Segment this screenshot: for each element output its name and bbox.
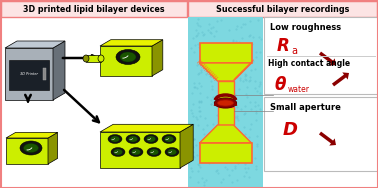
Polygon shape <box>200 125 251 143</box>
Polygon shape <box>5 41 65 48</box>
Polygon shape <box>100 124 193 132</box>
Ellipse shape <box>129 136 138 142</box>
Ellipse shape <box>120 52 136 62</box>
Ellipse shape <box>83 55 89 62</box>
Text: θ: θ <box>275 76 287 94</box>
Text: Small aperture: Small aperture <box>270 104 341 112</box>
Text: Successful bilayer recordings: Successful bilayer recordings <box>216 5 350 14</box>
Text: R: R <box>277 37 290 55</box>
FancyArrow shape <box>319 132 336 146</box>
FancyBboxPatch shape <box>86 55 101 62</box>
FancyBboxPatch shape <box>9 60 49 90</box>
FancyBboxPatch shape <box>200 43 251 63</box>
Ellipse shape <box>23 143 39 152</box>
FancyBboxPatch shape <box>217 81 234 99</box>
FancyBboxPatch shape <box>200 143 251 163</box>
Ellipse shape <box>165 148 179 156</box>
Ellipse shape <box>144 134 158 143</box>
Polygon shape <box>100 132 180 168</box>
Ellipse shape <box>167 149 177 155</box>
Text: water: water <box>288 86 310 95</box>
Ellipse shape <box>147 148 161 156</box>
Ellipse shape <box>116 49 140 64</box>
FancyBboxPatch shape <box>264 17 378 94</box>
Ellipse shape <box>214 98 237 108</box>
Ellipse shape <box>108 134 122 143</box>
FancyBboxPatch shape <box>188 17 263 188</box>
Polygon shape <box>48 132 57 164</box>
Ellipse shape <box>113 149 122 155</box>
FancyBboxPatch shape <box>188 1 377 17</box>
Text: D: D <box>283 121 298 139</box>
Text: a: a <box>291 46 297 56</box>
FancyArrow shape <box>332 72 349 86</box>
FancyBboxPatch shape <box>43 68 46 80</box>
Ellipse shape <box>98 55 104 62</box>
Ellipse shape <box>162 134 176 143</box>
Ellipse shape <box>111 148 125 156</box>
Polygon shape <box>6 138 48 164</box>
Polygon shape <box>180 124 193 168</box>
Text: 3D Printer: 3D Printer <box>20 72 38 76</box>
FancyBboxPatch shape <box>264 97 378 171</box>
Ellipse shape <box>110 136 119 142</box>
FancyBboxPatch shape <box>1 1 187 17</box>
Ellipse shape <box>150 149 158 155</box>
FancyArrow shape <box>319 52 336 66</box>
Ellipse shape <box>132 149 141 155</box>
Text: Low roughness: Low roughness <box>270 24 341 33</box>
Polygon shape <box>5 48 53 100</box>
Polygon shape <box>100 40 163 46</box>
Polygon shape <box>152 40 163 76</box>
FancyBboxPatch shape <box>217 107 234 125</box>
Ellipse shape <box>126 134 140 143</box>
Polygon shape <box>6 132 57 138</box>
Ellipse shape <box>217 100 234 106</box>
Text: 3D printed lipid bilayer devices: 3D printed lipid bilayer devices <box>23 5 165 14</box>
Ellipse shape <box>20 141 42 155</box>
Polygon shape <box>53 41 65 100</box>
Ellipse shape <box>164 136 174 142</box>
Polygon shape <box>100 46 152 76</box>
Polygon shape <box>200 63 251 81</box>
Ellipse shape <box>129 148 143 156</box>
Text: High contact angle: High contact angle <box>268 59 350 68</box>
Ellipse shape <box>147 136 155 142</box>
